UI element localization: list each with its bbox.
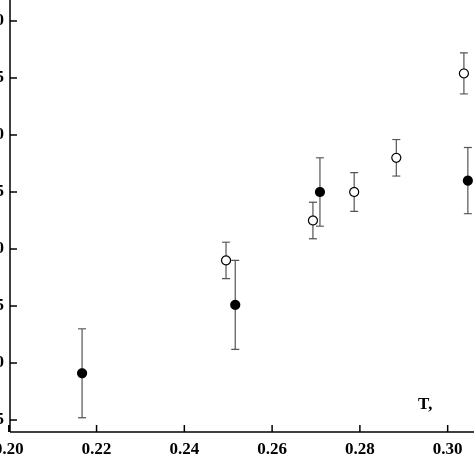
x-tick-label: 0.30 (433, 439, 463, 458)
y-tick-label: 0 (0, 10, 4, 29)
x-tick-label: 0.20 (0, 439, 24, 458)
point (462, 175, 473, 186)
point (349, 186, 360, 198)
y-tick-label: 0 (0, 352, 4, 371)
x-axis-label: T, (418, 394, 432, 413)
y-tick-label: 5 (0, 181, 4, 200)
point (391, 152, 402, 163)
y-tick-label: 0 (0, 238, 4, 257)
y-tick-label: 5 (0, 295, 4, 314)
y-tick-label: 5 (0, 409, 4, 428)
point (76, 368, 88, 379)
x-tick-label: 0.22 (82, 439, 112, 458)
point (458, 68, 470, 79)
point (220, 255, 232, 266)
x-tick-label: 0.24 (169, 439, 199, 458)
y-tick-label: 0 (0, 124, 4, 143)
point (230, 299, 241, 310)
point (307, 215, 319, 226)
x-tick-label: 0.28 (345, 439, 375, 458)
y-tick-label: 5 (0, 67, 4, 86)
x-tick-label: 0.26 (257, 439, 287, 458)
point (314, 186, 326, 198)
